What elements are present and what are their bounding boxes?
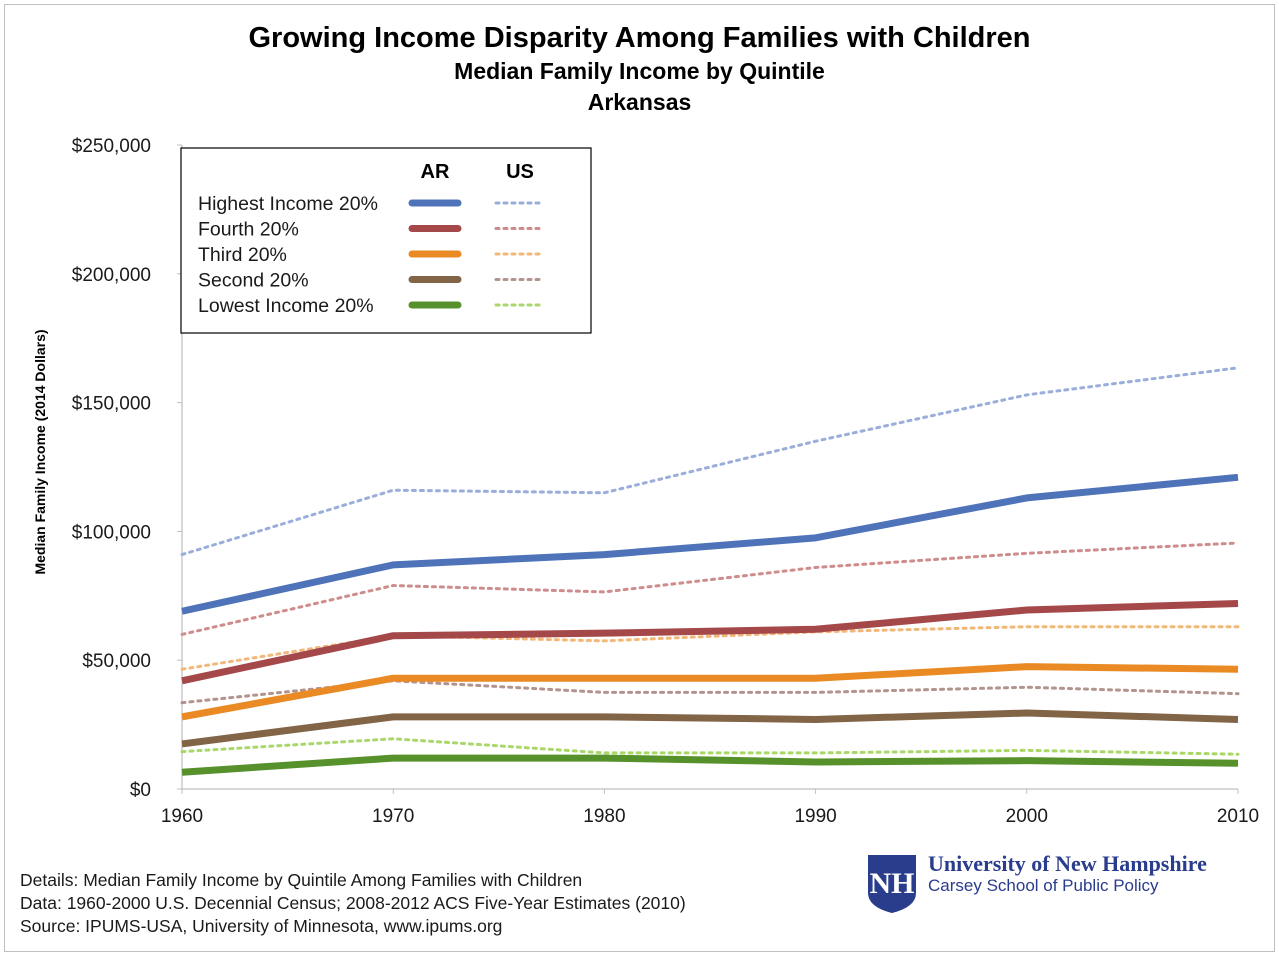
series-us-second-20 bbox=[180, 679, 1240, 705]
unh-school: Carsey School of Public Policy bbox=[928, 876, 1159, 895]
legend-label: Lowest Income 20% bbox=[198, 295, 374, 317]
series-us-fourth-20 bbox=[180, 541, 1240, 636]
series-ar-highest-income-20 bbox=[181, 473, 1239, 615]
legend-header-ar: AR bbox=[421, 161, 450, 183]
footer-data: Data: 1960-2000 U.S. Decennial Census; 2… bbox=[20, 893, 686, 913]
legend: AR US Highest Income 20% Fourth 20% Third 20… bbox=[180, 147, 592, 334]
legend-header-us: US bbox=[506, 161, 534, 183]
series-ar-third-20 bbox=[181, 663, 1239, 721]
x-tick-label: 1970 bbox=[372, 806, 414, 827]
x-tick-label: 2000 bbox=[1006, 806, 1048, 827]
x-tick-label: 2010 bbox=[1217, 806, 1259, 827]
footer-source: Source: IPUMS-USA, University of Minneso… bbox=[20, 916, 503, 936]
chart-subtitle: Median Family Income by Quintile bbox=[454, 58, 825, 84]
series-ar-fourth-20 bbox=[181, 600, 1239, 685]
y-tick-label: $0 bbox=[130, 780, 151, 801]
legend-label: Third 20% bbox=[198, 244, 287, 266]
series-layer bbox=[180, 366, 1240, 776]
chart-subtitle-state: Arkansas bbox=[587, 89, 692, 115]
unh-shield-mark: NH bbox=[870, 867, 915, 900]
y-tick-label: $250,000 bbox=[72, 136, 151, 157]
series-us-lowest-income-20 bbox=[180, 737, 1240, 756]
unh-name: University of New Hampshire bbox=[928, 851, 1207, 876]
unh-shield-logo: NH bbox=[868, 855, 916, 913]
x-tick-label: 1990 bbox=[794, 806, 836, 827]
y-tick-label: $200,000 bbox=[72, 265, 151, 286]
x-tick-label: 1960 bbox=[161, 806, 203, 827]
series-ar-second-20 bbox=[181, 709, 1239, 748]
unh-shield-shape bbox=[868, 855, 916, 913]
legend-box bbox=[180, 147, 592, 334]
x-tick-label: 1980 bbox=[583, 806, 625, 827]
chart-title: Growing Income Disparity Among Families … bbox=[248, 22, 1031, 54]
series-ar-lowest-income-20 bbox=[181, 754, 1239, 776]
footer-details: Details: Median Family Income by Quintil… bbox=[20, 870, 583, 890]
legend-label: Highest Income 20% bbox=[198, 193, 378, 215]
axes: $0 $50,000 $100,000 $150,000 $200,000 $250,00… bbox=[72, 136, 1259, 827]
y-tick-label: $50,000 bbox=[82, 651, 151, 672]
series-us-highest-income-20 bbox=[180, 366, 1240, 557]
y-tick-label: $150,000 bbox=[72, 394, 151, 415]
legend-label: Second 20% bbox=[198, 270, 309, 292]
y-tick-label: $100,000 bbox=[72, 522, 151, 543]
chart-frame bbox=[4, 4, 1275, 952]
legend-label: Fourth 20% bbox=[198, 219, 299, 241]
